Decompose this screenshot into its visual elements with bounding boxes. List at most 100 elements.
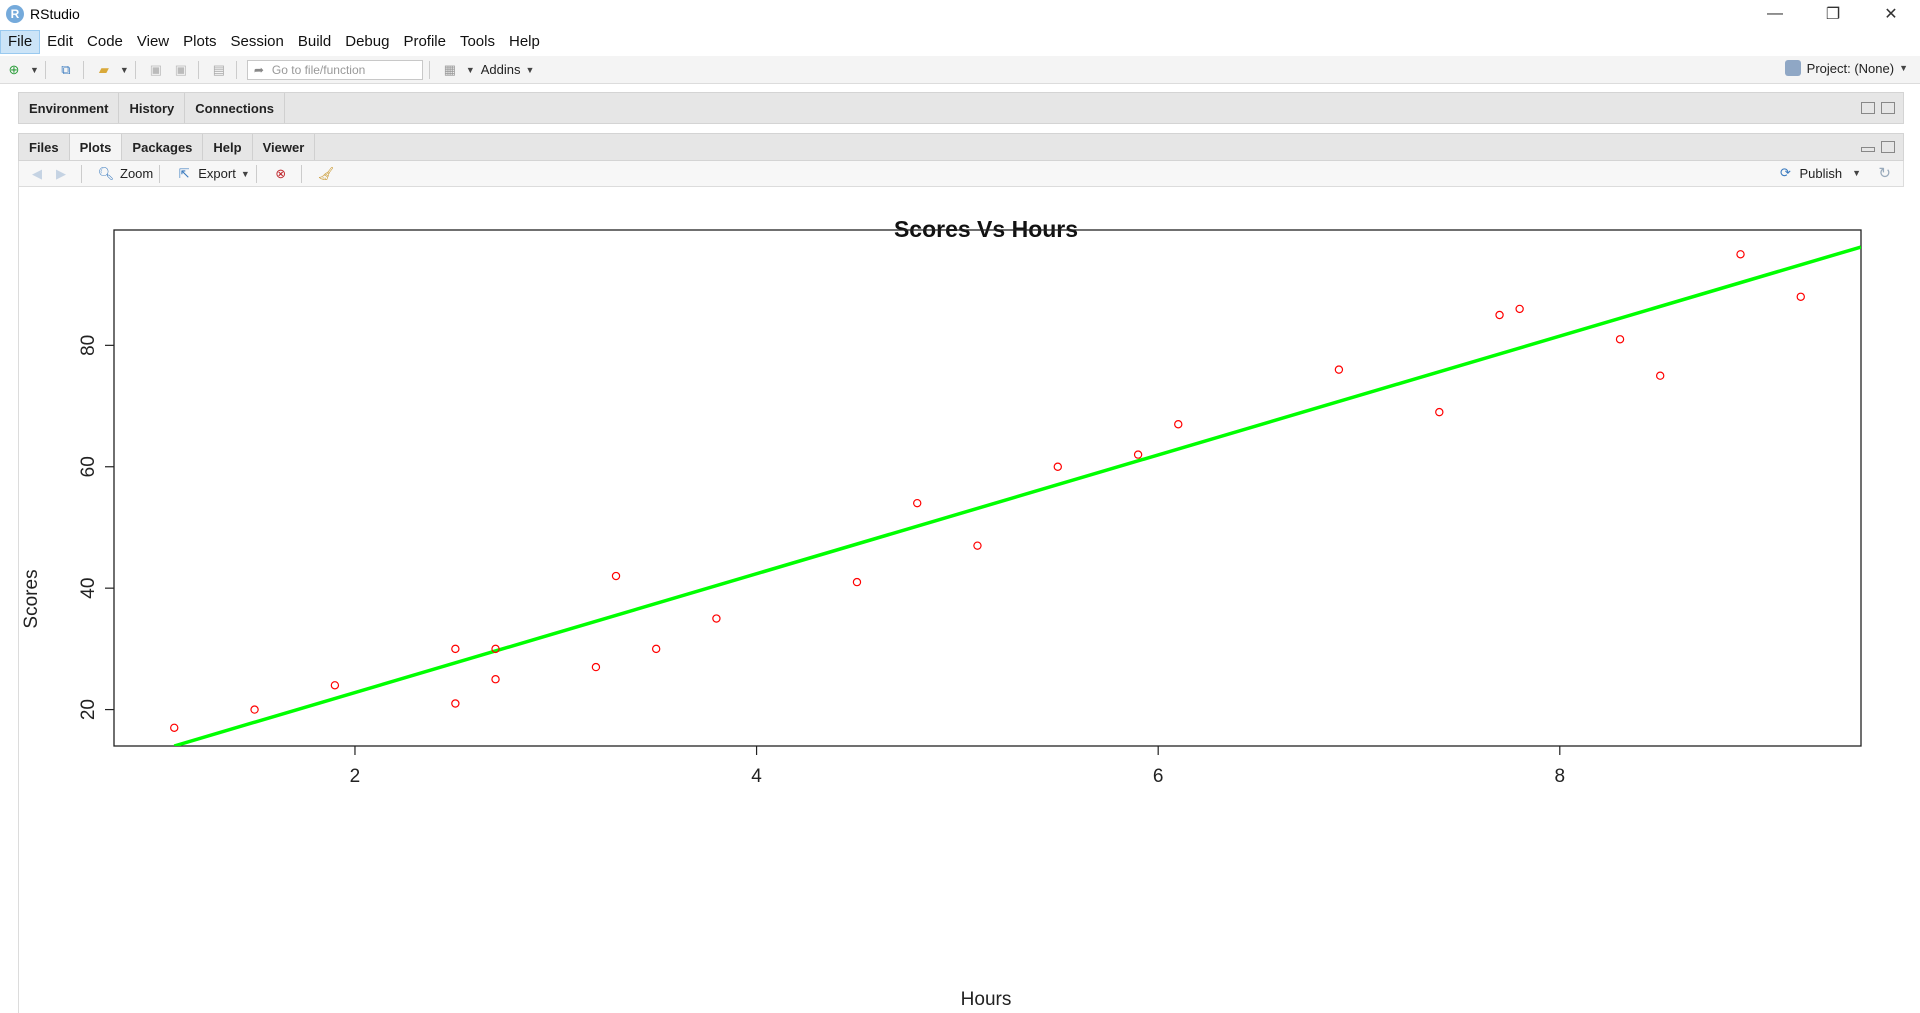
zoom-button[interactable]: 🔍︎ Zoom <box>98 166 153 182</box>
data-point <box>1334 365 1344 374</box>
toolbar-divider <box>235 60 237 79</box>
arrow-left-icon: ◀ <box>32 165 42 181</box>
pane-layout-icon[interactable]: ▦ <box>443 61 456 77</box>
minimize-pane-icon[interactable] <box>1861 147 1875 152</box>
publish-button[interactable]: ⟳ Publish ▼ <box>1777 165 1861 181</box>
data-point <box>1615 335 1625 344</box>
previous-plot-button[interactable]: ◀ <box>29 166 51 182</box>
new-file-dropdown-icon[interactable]: ▼ <box>30 64 39 75</box>
x-tick-label: 6 <box>1153 766 1164 787</box>
menu-tools[interactable]: Tools <box>459 33 495 50</box>
tab-files[interactable]: Files <box>19 134 70 160</box>
zoom-label: Zoom <box>120 166 154 181</box>
remove-plot-icon: ⊗ <box>275 165 287 181</box>
publish-label: Publish <box>1799 165 1843 181</box>
save-all-icon[interactable]: ▣ <box>174 61 187 77</box>
plot-frame <box>113 229 1862 747</box>
data-point <box>170 723 179 732</box>
data-point <box>1174 420 1183 429</box>
data-point <box>1796 292 1805 301</box>
clear-plots-button[interactable]: 🧹︎ <box>317 166 340 182</box>
tab-viewer[interactable]: Viewer <box>253 134 316 160</box>
data-point <box>1435 407 1444 417</box>
print-icon[interactable]: ▤ <box>212 61 225 77</box>
toolbar-divider <box>197 60 199 79</box>
data-point <box>451 699 460 708</box>
addins-button[interactable]: Addins <box>480 62 521 77</box>
pane-layout-dropdown-icon[interactable]: ▼ <box>465 64 475 75</box>
data-point <box>491 675 500 684</box>
menu-edit[interactable]: Edit <box>47 33 74 50</box>
tab-connections[interactable]: Connections <box>185 93 285 123</box>
new-project-icon[interactable]: ⧉ <box>61 61 71 77</box>
menu-file[interactable]: File <box>0 30 41 54</box>
minimize-icon[interactable]: — <box>1767 5 1783 22</box>
open-dropdown-icon[interactable]: ▼ <box>119 64 129 75</box>
menu-help[interactable]: Help <box>509 33 540 50</box>
data-point <box>651 644 661 654</box>
close-icon[interactable]: ✕ <box>1884 6 1898 23</box>
next-plot-button[interactable]: ▶ <box>53 166 75 182</box>
pane-controls <box>1861 102 1895 114</box>
export-label: Export <box>198 166 236 181</box>
data-point <box>1655 371 1665 380</box>
arrow-right-icon: ▶ <box>56 165 66 181</box>
data-point <box>1736 250 1745 259</box>
new-file-icon[interactable]: ⊕ <box>8 61 20 77</box>
refresh-plot-icon[interactable]: ↻ <box>1878 165 1891 182</box>
y-axis-label: Scores <box>21 569 42 628</box>
publish-icon: ⟳ <box>1779 165 1791 180</box>
menu-view[interactable]: View <box>136 33 170 50</box>
tab-history[interactable]: History <box>119 93 186 123</box>
window-controls: — ❐ ✕ <box>1746 0 1920 28</box>
tab-environment[interactable]: Environment <box>19 93 120 123</box>
data-point <box>611 571 621 581</box>
data-point <box>330 681 340 690</box>
data-point <box>852 577 862 587</box>
tab-help[interactable]: Help <box>203 134 253 160</box>
menu-plots[interactable]: Plots <box>183 33 217 50</box>
plot-layer: 2 4 6 8 20 40 60 80 <box>78 229 1862 787</box>
toolbar-divider <box>255 164 257 183</box>
restore-icon[interactable]: ❐ <box>1825 6 1841 23</box>
menu-code[interactable]: Code <box>87 33 123 50</box>
project-dropdown-icon: ▼ <box>1899 63 1908 73</box>
menu-session[interactable]: Session <box>230 33 284 50</box>
go-to-placeholder: Go to file/function <box>271 62 366 77</box>
main-toolbar: ⊕ ▼ ⧉ ▰ ▼ ▣ ▣ ▤ ➦ Go to file/function ▦ … <box>0 56 1920 84</box>
tab-plots[interactable]: Plots <box>69 134 123 160</box>
plots-pane-controls <box>1861 141 1895 153</box>
data-point <box>973 541 982 550</box>
open-folder-icon[interactable]: ▰ <box>98 61 109 77</box>
menu-profile[interactable]: Profile <box>403 33 446 50</box>
plot-toolbar: ◀ ▶ 🔍︎ Zoom ⇱ Export ▼ ⊗ 🧹︎ ⟳ Publish ▼ … <box>18 161 1904 187</box>
x-tick-label: 2 <box>350 766 361 787</box>
maximize-pane-icon[interactable] <box>1881 102 1895 114</box>
tab-packages[interactable]: Packages <box>122 134 204 160</box>
go-to-file-input[interactable]: ➦ Go to file/function <box>246 59 423 80</box>
project-menu[interactable]: Project: (None) ▼ <box>1784 60 1908 76</box>
data-point <box>250 705 259 714</box>
data-point <box>1133 450 1143 459</box>
regression-line <box>173 245 1861 746</box>
go-to-arrow-icon: ➦ <box>253 62 264 77</box>
rstudio-logo-icon: R <box>6 5 24 23</box>
data-point <box>1053 462 1062 471</box>
save-icon[interactable]: ▣ <box>149 61 162 77</box>
menu-debug[interactable]: Debug <box>345 33 390 50</box>
y-tick-label: 80 <box>78 335 99 356</box>
toolbar-divider <box>300 164 302 183</box>
project-label: Project: (None) <box>1806 60 1895 76</box>
remove-plot-button[interactable]: ⊗ <box>273 166 295 182</box>
data-point <box>712 614 721 623</box>
restore-pane-icon[interactable] <box>1861 102 1875 114</box>
toolbar-divider <box>44 60 46 79</box>
plot-area: Scores Vs Hours Hours Scores 2 4 6 8 20 40 60 8… <box>18 187 1904 1013</box>
addins-dropdown-icon[interactable]: ▼ <box>525 64 535 75</box>
window-title: RStudio <box>30 6 80 22</box>
export-button[interactable]: ⇱ Export ▼ <box>176 166 250 182</box>
menu-build[interactable]: Build <box>297 33 332 50</box>
data-point <box>913 498 922 508</box>
export-dropdown-icon: ▼ <box>240 168 250 179</box>
restore-pane-icon[interactable] <box>1881 141 1895 153</box>
